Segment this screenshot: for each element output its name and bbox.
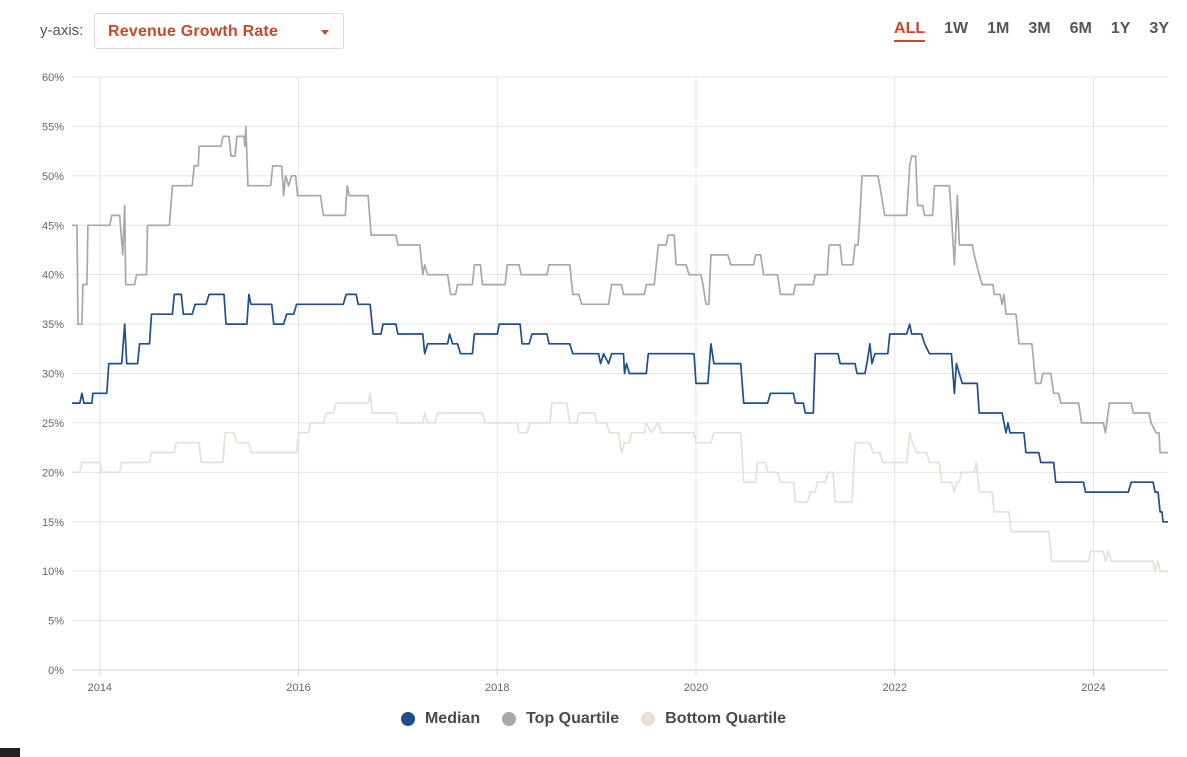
x-tick-label: 2016 xyxy=(286,682,310,694)
legend-item-median[interactable]: Median xyxy=(400,710,481,728)
y-tick-label: 45% xyxy=(42,220,64,232)
y-tick-label: 60% xyxy=(42,72,64,84)
y-tick-label: 0% xyxy=(48,665,64,677)
chart-legend: Median Top Quartile Bottom Quartile xyxy=(0,710,1187,728)
legend-dot-bottom-quartile xyxy=(641,712,656,726)
y-tick-label: 15% xyxy=(42,517,64,529)
x-tick-label: 2022 xyxy=(883,682,907,694)
legend-label-top-quartile: Top Quartile xyxy=(526,710,620,727)
yaxis-metric-selected-value: Revenue Growth Rate xyxy=(108,23,279,40)
legend-dot-top-quartile xyxy=(502,712,517,726)
legend-label-median: Median xyxy=(424,710,481,727)
x-tick-label: 2014 xyxy=(88,682,112,694)
series-line-top-quartile xyxy=(72,125,1168,454)
y-tick-label: 30% xyxy=(42,369,64,381)
y-tick-label: 40% xyxy=(42,270,64,282)
legend-item-bottom-quartile[interactable]: Bottom Quartile xyxy=(641,710,786,728)
y-tick-label: 25% xyxy=(42,418,64,430)
x-tick-label: 2024 xyxy=(1081,682,1105,694)
range-button-6m[interactable]: 6M xyxy=(1069,20,1092,37)
y-tick-label: 20% xyxy=(42,467,64,479)
y-tick-label: 10% xyxy=(42,566,64,578)
y-tick-label: 35% xyxy=(42,319,64,331)
yaxis-selector-label: y-axis: xyxy=(40,22,84,39)
range-button-all[interactable]: ALL xyxy=(894,20,926,42)
time-range-selector: ALL 1W 1M 3M 6M 1Y 3Y xyxy=(875,20,1169,42)
range-button-1m[interactable]: 1M xyxy=(987,20,1010,37)
chevron-down-icon xyxy=(321,30,329,35)
window-corner-fragment xyxy=(0,748,20,757)
range-button-3y[interactable]: 3Y xyxy=(1149,20,1169,37)
y-tick-label: 5% xyxy=(48,616,64,628)
legend-item-top-quartile[interactable]: Top Quartile xyxy=(502,710,619,728)
x-tick-label: 2018 xyxy=(485,682,509,694)
x-tick-label: 2020 xyxy=(684,682,708,694)
y-tick-label: 55% xyxy=(42,121,64,133)
range-button-3m[interactable]: 3M xyxy=(1028,20,1051,37)
range-button-1w[interactable]: 1W xyxy=(944,20,969,37)
range-button-1y[interactable]: 1Y xyxy=(1110,20,1131,37)
yaxis-metric-dropdown[interactable]: Revenue Growth Rate xyxy=(94,13,344,49)
legend-label-bottom-quartile: Bottom Quartile xyxy=(665,710,787,727)
series-line-bottom-quartile xyxy=(72,392,1168,573)
legend-dot-median xyxy=(400,712,415,726)
series-line-median xyxy=(72,293,1168,523)
line-chart: 0% 5% 10% 15% 20% 25% 30% 35% 40% 45% 50% 55% 60% 201… xyxy=(42,72,1168,694)
y-tick-label: 50% xyxy=(42,171,64,183)
chart-controls: y-axis: Revenue Growth Rate ALL 1W 1M 3M 6M 1… xyxy=(0,0,1187,60)
